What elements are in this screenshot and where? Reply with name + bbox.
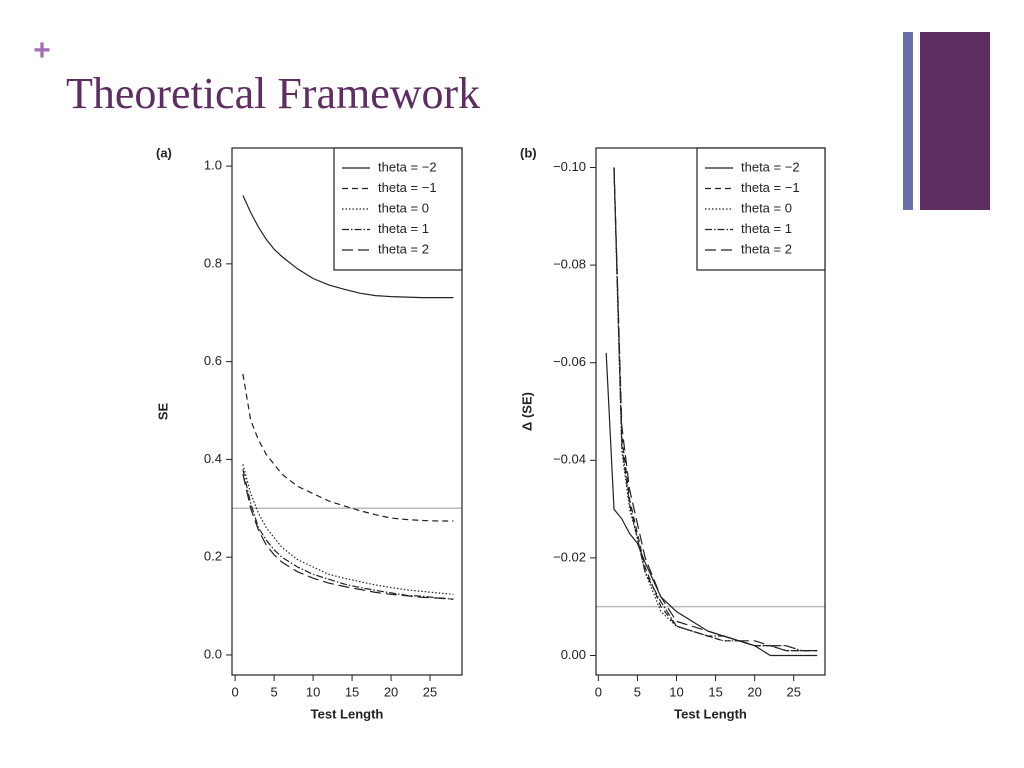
- legend-label: theta = 2: [378, 241, 429, 256]
- panel-label: (b): [520, 145, 537, 160]
- series-line: [242, 469, 454, 600]
- y-tick-label: 0.8: [204, 255, 222, 270]
- deco-block: [920, 32, 990, 210]
- x-tick-label: 10: [669, 684, 683, 699]
- legend-label: theta = −1: [741, 180, 800, 195]
- series-line: [242, 373, 454, 522]
- series-line: [613, 167, 818, 652]
- legend-label: theta = 1: [378, 221, 429, 236]
- x-tick-label: 5: [270, 684, 277, 699]
- y-tick-label: 0.4: [204, 451, 222, 466]
- y-tick-label: −0.08: [553, 257, 586, 272]
- y-tick-label: −0.04: [553, 452, 586, 467]
- x-axis-label: Test Length: [311, 706, 384, 721]
- series-line: [605, 352, 818, 657]
- x-axis-label: Test Length: [674, 706, 747, 721]
- x-tick-label: 20: [747, 684, 761, 699]
- series-line: [613, 167, 818, 652]
- x-tick-label: 5: [634, 684, 641, 699]
- y-tick-label: 0.0: [204, 646, 222, 661]
- legend-label: theta = 0: [378, 200, 429, 215]
- y-axis-label: SE: [155, 403, 170, 421]
- y-tick-label: 1.0: [204, 158, 222, 173]
- x-tick-label: 15: [708, 684, 722, 699]
- legend-label: theta = −1: [378, 180, 437, 195]
- deco-bar: [903, 32, 913, 210]
- chart-panel: (b) 0.00 −0.02 −0.04 −0.06 −0.08 −0.10 0 5 10 15 20…: [519, 145, 826, 721]
- y-tick-label: −0.06: [553, 354, 586, 369]
- legend-label: theta = 2: [741, 241, 792, 256]
- y-tick-label: 0.00: [561, 647, 586, 662]
- y-tick-label: 0.2: [204, 549, 222, 564]
- slide-title: Theoretical Framework: [66, 69, 480, 118]
- x-tick-label: 25: [787, 684, 801, 699]
- x-tick-label: 25: [423, 684, 437, 699]
- y-tick-label: −0.02: [553, 549, 586, 564]
- legend-label: theta = 1: [741, 221, 792, 236]
- legend-label: theta = −2: [378, 159, 437, 174]
- series-line: [242, 195, 454, 299]
- legend-label: theta = −2: [741, 159, 800, 174]
- legend-label: theta = 0: [741, 200, 792, 215]
- chart-panel: (a) 0.0 0.2 0.4 0.6 0.8 1.0 0 5 10 15 20 25 Test Leng…: [155, 145, 463, 721]
- y-tick-label: −0.10: [553, 159, 586, 174]
- series-line: [242, 473, 454, 600]
- x-tick-label: 0: [595, 684, 602, 699]
- y-tick-label: 0.6: [204, 353, 222, 368]
- panel-label: (a): [156, 145, 172, 160]
- y-axis-label: Δ (SE): [519, 392, 534, 431]
- series-line: [613, 167, 818, 652]
- slide-marker: +: [33, 34, 51, 67]
- x-tick-label: 0: [232, 684, 239, 699]
- series-line: [242, 464, 454, 595]
- x-tick-label: 15: [345, 684, 359, 699]
- charts: (a) 0.0 0.2 0.4 0.6 0.8 1.0 0 5 10 15 20 25 Test Leng…: [155, 145, 826, 721]
- x-tick-label: 10: [306, 684, 320, 699]
- x-tick-label: 20: [384, 684, 398, 699]
